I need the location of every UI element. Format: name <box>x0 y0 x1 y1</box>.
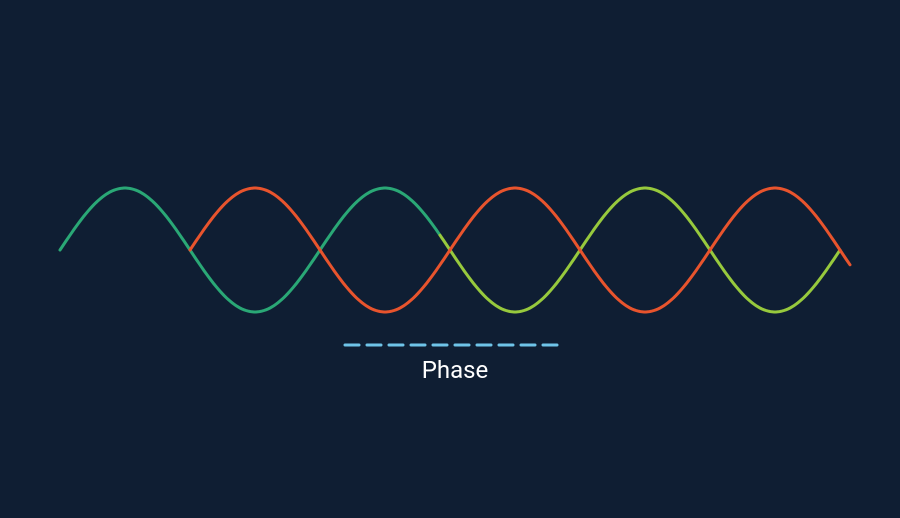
wave-a-right <box>440 188 840 312</box>
phase-label: Phase <box>422 356 489 384</box>
phase-diagram: Phase <box>0 0 900 518</box>
wave-a-left <box>60 188 440 312</box>
